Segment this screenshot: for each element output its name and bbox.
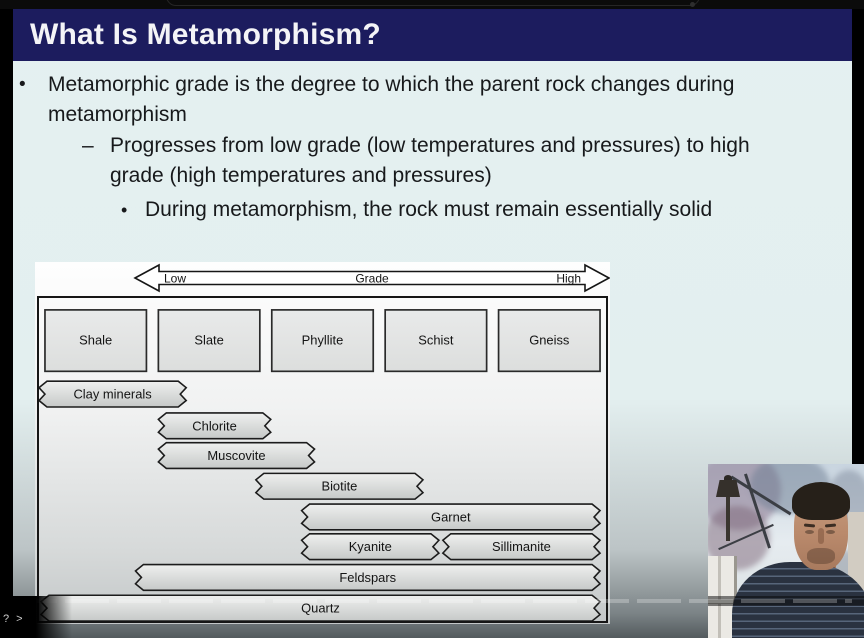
mineral-banner-clay-minerals xyxy=(39,380,188,408)
presenter-eye xyxy=(805,530,814,534)
rock-label: Shale xyxy=(79,333,112,348)
mineral-banner-feldspars xyxy=(134,563,602,592)
bullet-list: • Metamorphic grade is the degree to whi… xyxy=(13,61,852,225)
mineral-banner-chlorite xyxy=(157,412,272,440)
mineral-banner-garnet xyxy=(300,503,602,531)
mineral-label: Chlorite xyxy=(192,418,237,433)
mineral-banner-kyanite xyxy=(300,533,441,561)
rock-box-phyllite xyxy=(270,309,375,373)
bullet-marker: • xyxy=(121,200,128,220)
grade-low-label: Low xyxy=(164,272,186,286)
diagram-panel: Low Grade High Shale Slate Phyllite Schist Gne… xyxy=(35,262,610,624)
presenter-hair xyxy=(792,482,850,520)
rock-label: Slate xyxy=(194,333,223,348)
mineral-label: Muscovite xyxy=(207,448,265,463)
rock-box-slate xyxy=(157,309,261,373)
rock-box-schist xyxy=(384,309,488,373)
lamp-post xyxy=(716,480,740,497)
mineral-banner-sillimanite xyxy=(441,533,602,561)
presenter-beard-shadow xyxy=(807,548,835,564)
mineral-label: Clay minerals xyxy=(73,387,151,402)
rock-box-shale xyxy=(44,309,148,373)
mineral-label: Garnet xyxy=(431,509,471,524)
rock-label: Phyllite xyxy=(302,333,344,348)
double-arrow xyxy=(133,263,610,293)
mineral-label: Quartz xyxy=(301,601,340,616)
rock-label: Gneiss xyxy=(529,333,569,348)
bullet-item: • Metamorphic grade is the degree to whi… xyxy=(19,70,852,130)
presenter-nose xyxy=(818,528,824,544)
bullet-marker: • xyxy=(19,74,26,95)
rock-label: Schist xyxy=(418,333,454,348)
player-progress-bar[interactable] xyxy=(13,599,852,603)
player-progress-shadow xyxy=(708,596,864,606)
lamp-post xyxy=(726,497,730,541)
mineral-label: Feldspars xyxy=(339,570,396,585)
diagram-box: Shale Slate Phyllite Schist Gneiss Clay miner… xyxy=(37,296,608,623)
bullet-item: • During metamorphism, the rock must rem… xyxy=(121,195,852,225)
slide-title-bar: What Is Metamorphism? xyxy=(13,9,852,61)
browser-bar-edge xyxy=(166,0,700,6)
rock-mineral-chart: Shale Slate Phyllite Schist Gneiss Clay miner… xyxy=(39,309,602,621)
page-title: What Is Metamorphism? xyxy=(30,18,381,51)
grade-high-label: High xyxy=(556,272,581,286)
bullet-text: Progresses from low grade (low temperatu… xyxy=(110,134,750,187)
slide: What Is Metamorphism? • Metamorphic grad… xyxy=(13,9,852,638)
rock-box-gneiss xyxy=(497,309,601,373)
bullet-text: During metamorphism, the rock must remai… xyxy=(145,198,713,221)
grade-axis-arrow: Low Grade High xyxy=(133,263,610,293)
bullet-text: Metamorphic grade is the degree to which… xyxy=(48,73,735,126)
mineral-label: Kyanite xyxy=(349,539,392,554)
player-topbar xyxy=(0,0,864,9)
mineral-banner-biotite xyxy=(254,472,425,500)
mineral-banner-muscovite xyxy=(157,441,316,470)
bullet-item: – Progresses from low grade (low tempera… xyxy=(82,131,852,191)
mineral-label: Biotite xyxy=(321,479,357,494)
presenter-eye xyxy=(826,530,835,534)
grade-label: Grade xyxy=(355,272,389,286)
bullet-marker: – xyxy=(82,134,94,157)
lamp-post xyxy=(724,475,732,481)
player-dot-icon xyxy=(690,2,695,7)
webcam-overlay xyxy=(708,464,864,638)
mineral-label: Sillimanite xyxy=(492,539,551,554)
bottom-left-shade xyxy=(0,596,72,638)
player-help-text[interactable]: ? > xyxy=(3,613,25,625)
